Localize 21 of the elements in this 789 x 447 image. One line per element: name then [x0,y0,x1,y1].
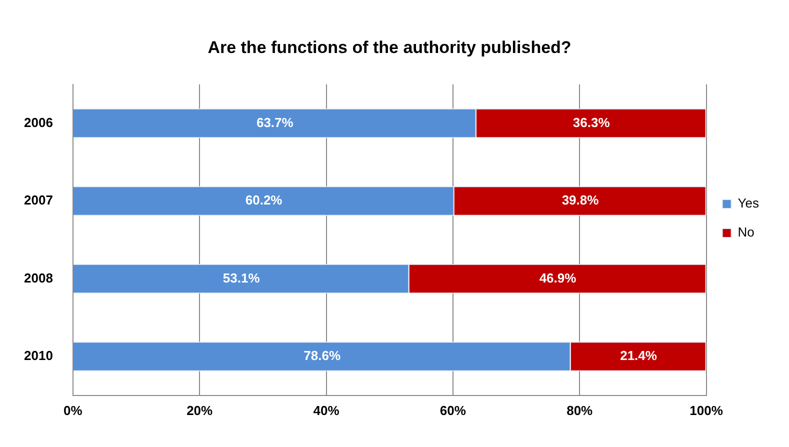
legend-label: No [738,224,754,240]
x-tick-label: 100% [690,402,724,418]
legend-label: Yes [738,196,760,211]
data-label: 53.1% [222,270,260,286]
data-label: 63.7% [256,114,294,130]
data-label: 46.9% [539,270,577,286]
x-tick-label: 20% [186,402,214,418]
data-label: 78.6% [304,348,341,364]
x-tick-label: 80% [566,402,594,418]
y-tick-label: 2006 [24,114,53,130]
x-tick-label: 60% [440,402,466,418]
chart-title: Are the functions of the authority published? [208,38,572,57]
y-tick-label: 2010 [24,348,53,364]
x-tick-label: 0% [64,402,83,418]
x-tick-label: 40% [313,402,340,418]
y-tick-label: 2007 [24,192,53,208]
y-tick-label: 2008 [24,270,53,286]
data-label: 39.8% [562,192,600,208]
data-label: 36.3% [572,114,610,130]
data-label: 60.2% [245,192,283,208]
data-label: 21.4% [620,348,658,364]
